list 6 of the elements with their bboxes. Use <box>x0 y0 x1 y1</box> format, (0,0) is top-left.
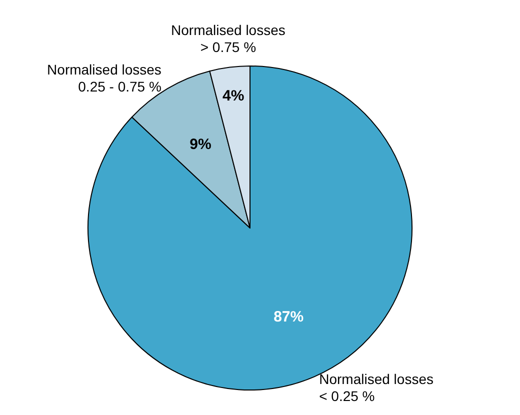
data-label: 4% <box>222 88 244 105</box>
data-label: 9% <box>190 136 212 153</box>
data-label: 87% <box>274 308 304 326</box>
slice-label: Normalised losses > 0.75 % <box>171 22 286 55</box>
slice-label: Normalised losses < 0.25 % <box>319 371 434 404</box>
slice-label: Normalised losses 0.25 - 0.75 % <box>47 62 162 95</box>
